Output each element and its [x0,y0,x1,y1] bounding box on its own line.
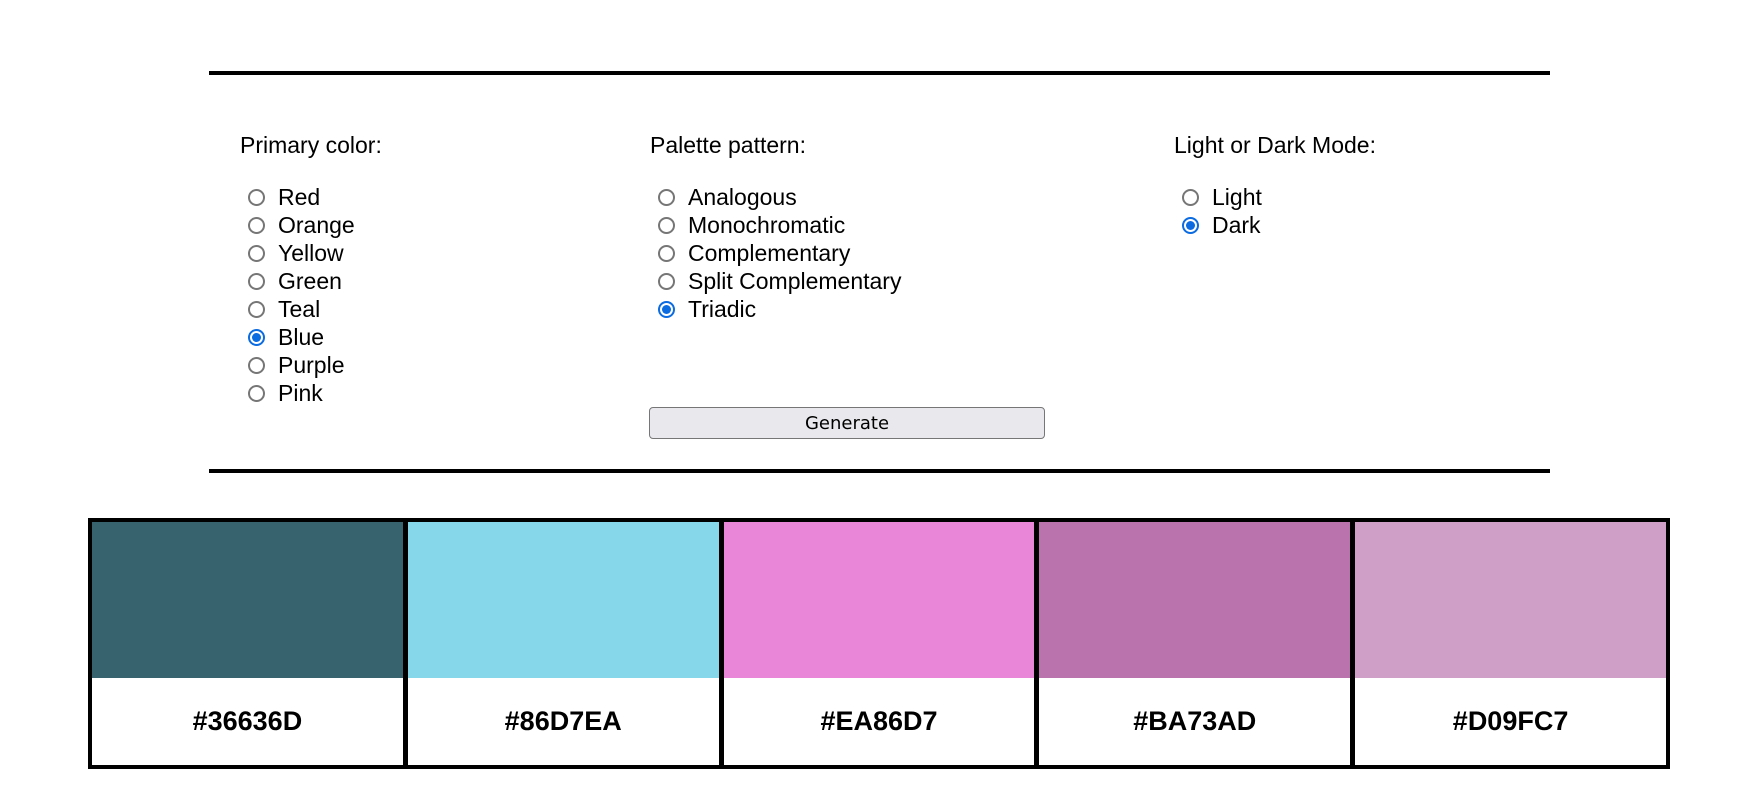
radio-label: Pink [278,380,323,406]
radio-button[interactable] [658,188,675,206]
swatch-hex-code: #86D7EA [407,678,719,765]
swatch-color [92,522,403,678]
radio-button[interactable] [658,272,675,290]
radio-label: Light [1212,184,1262,210]
radio-option-orange[interactable]: Orange [240,211,382,239]
radio-label: Yellow [278,240,344,266]
swatch-card: #86D7EA [407,522,719,765]
swatch-card: #D09FC7 [1355,522,1666,765]
radio-button[interactable] [1182,216,1199,234]
radio-option-analogous[interactable]: Analogous [650,183,901,211]
radio-label: Dark [1212,212,1261,238]
swatch-color [407,522,719,678]
radio-button[interactable] [248,300,265,318]
radio-option-split-complementary[interactable]: Split Complementary [650,267,901,295]
radio-button[interactable] [248,272,265,290]
palette-strip: #36636D #86D7EA #EA86D7 #BA73AD #D09FC7 [88,518,1670,769]
radio-label: Complementary [688,240,851,266]
radio-option-light[interactable]: Light [1174,183,1376,211]
radio-option-yellow[interactable]: Yellow [240,239,382,267]
radio-option-blue[interactable]: Blue [240,323,382,351]
radio-option-purple[interactable]: Purple [240,351,382,379]
radio-button[interactable] [658,216,675,234]
swatch-color [1039,522,1351,678]
radio-label: Triadic [688,296,757,322]
radio-option-triadic[interactable]: Triadic [650,295,901,323]
palette-pattern-options: Analogous Monochromatic Complementary Sp… [650,183,901,323]
radio-label: Monochromatic [688,212,846,238]
mode-options: Light Dark [1174,183,1376,239]
swatch-hex-code: #EA86D7 [723,678,1035,765]
radio-button[interactable] [248,188,265,206]
mode-label: Light or Dark Mode: [1174,132,1376,158]
radio-button[interactable] [248,328,265,346]
radio-label: Purple [278,352,345,378]
swatch-card: #36636D [92,522,403,765]
radio-option-pink[interactable]: Pink [240,379,382,407]
top-divider [209,71,1550,75]
mode-group: Light or Dark Mode: Light Dark [1174,131,1376,239]
radio-button[interactable] [1182,188,1199,206]
radio-button[interactable] [248,216,265,234]
radio-label: Red [278,184,321,210]
radio-option-complementary[interactable]: Complementary [650,239,901,267]
radio-option-green[interactable]: Green [240,267,382,295]
radio-label: Analogous [688,184,797,210]
radio-button[interactable] [248,384,265,402]
radio-option-teal[interactable]: Teal [240,295,382,323]
radio-label: Split Complementary [688,268,902,294]
swatch-hex-code: #36636D [92,678,403,765]
radio-button[interactable] [248,244,265,262]
swatch-hex-code: #D09FC7 [1355,678,1666,765]
radio-label: Teal [278,296,321,322]
palette-pattern-label: Palette pattern: [650,132,806,158]
primary-color-label: Primary color: [240,132,382,158]
radio-label: Green [278,268,342,294]
radio-button[interactable] [658,300,675,318]
generate-button[interactable]: Generate [649,407,1045,439]
primary-color-options: Red Orange Yellow Green Teal Blue Purple… [240,183,382,407]
palette-pattern-group: Palette pattern: Analogous Monochromatic… [650,131,901,323]
swatch-card: #EA86D7 [723,522,1035,765]
swatch-hex-code: #BA73AD [1039,678,1351,765]
radio-option-dark[interactable]: Dark [1174,211,1376,239]
bottom-divider [209,469,1550,473]
swatch-color [723,522,1035,678]
radio-option-monochromatic[interactable]: Monochromatic [650,211,901,239]
radio-option-red[interactable]: Red [240,183,382,211]
radio-button[interactable] [658,244,675,262]
radio-label: Blue [278,324,325,350]
radio-button[interactable] [248,356,265,374]
swatch-card: #BA73AD [1039,522,1351,765]
swatch-color [1355,522,1666,678]
radio-label: Orange [278,212,355,238]
primary-color-group: Primary color: Red Orange Yellow Green T… [240,131,382,407]
